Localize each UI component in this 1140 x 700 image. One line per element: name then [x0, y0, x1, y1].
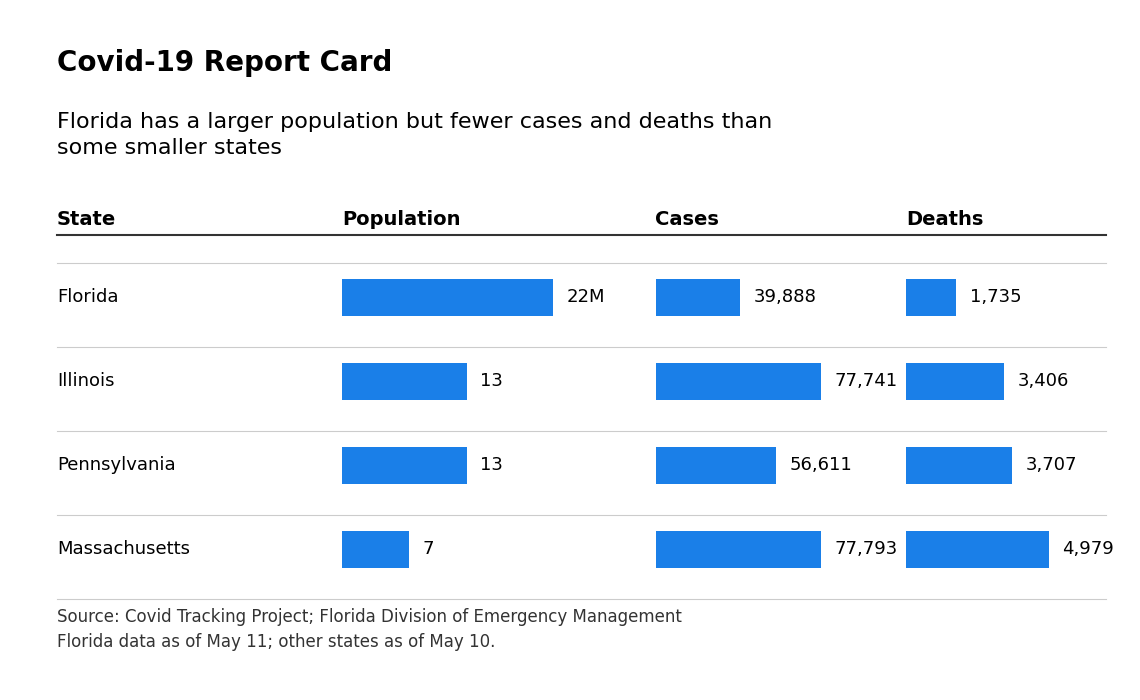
Text: Illinois: Illinois — [57, 372, 114, 391]
Text: 7: 7 — [423, 540, 434, 559]
Text: Massachusetts: Massachusetts — [57, 540, 190, 559]
Text: 56,611: 56,611 — [790, 456, 853, 475]
Text: 77,741: 77,741 — [834, 372, 897, 391]
Bar — [906, 447, 1012, 484]
Text: 3,406: 3,406 — [1018, 372, 1069, 391]
Bar — [906, 363, 1004, 400]
Bar — [656, 447, 776, 484]
Text: Covid-19 Report Card: Covid-19 Report Card — [57, 49, 392, 77]
Text: Cases: Cases — [656, 210, 719, 229]
Bar — [656, 279, 740, 316]
Text: 13: 13 — [480, 456, 503, 475]
Text: Florida has a larger population but fewer cases and deaths than
some smaller sta: Florida has a larger population but fewe… — [57, 112, 772, 158]
Text: Deaths: Deaths — [906, 210, 984, 229]
Bar — [906, 531, 1049, 568]
Bar — [342, 531, 409, 568]
Text: 13: 13 — [480, 372, 503, 391]
Text: 4,979: 4,979 — [1062, 540, 1114, 559]
Text: 22M: 22M — [567, 288, 605, 307]
Bar — [656, 531, 821, 568]
Bar — [906, 279, 956, 316]
Text: 39,888: 39,888 — [754, 288, 817, 307]
Text: Pennsylvania: Pennsylvania — [57, 456, 176, 475]
Bar — [342, 363, 466, 400]
Text: Population: Population — [342, 210, 461, 229]
Text: 3,707: 3,707 — [1026, 456, 1077, 475]
Bar — [342, 447, 466, 484]
Text: Florida: Florida — [57, 288, 119, 307]
Text: 77,793: 77,793 — [834, 540, 897, 559]
Text: 1,735: 1,735 — [970, 288, 1021, 307]
Text: Source: Covid Tracking Project; Florida Division of Emergency Management
Florida: Source: Covid Tracking Project; Florida … — [57, 608, 682, 651]
Bar — [656, 363, 821, 400]
Bar — [342, 279, 553, 316]
Text: State: State — [57, 210, 116, 229]
